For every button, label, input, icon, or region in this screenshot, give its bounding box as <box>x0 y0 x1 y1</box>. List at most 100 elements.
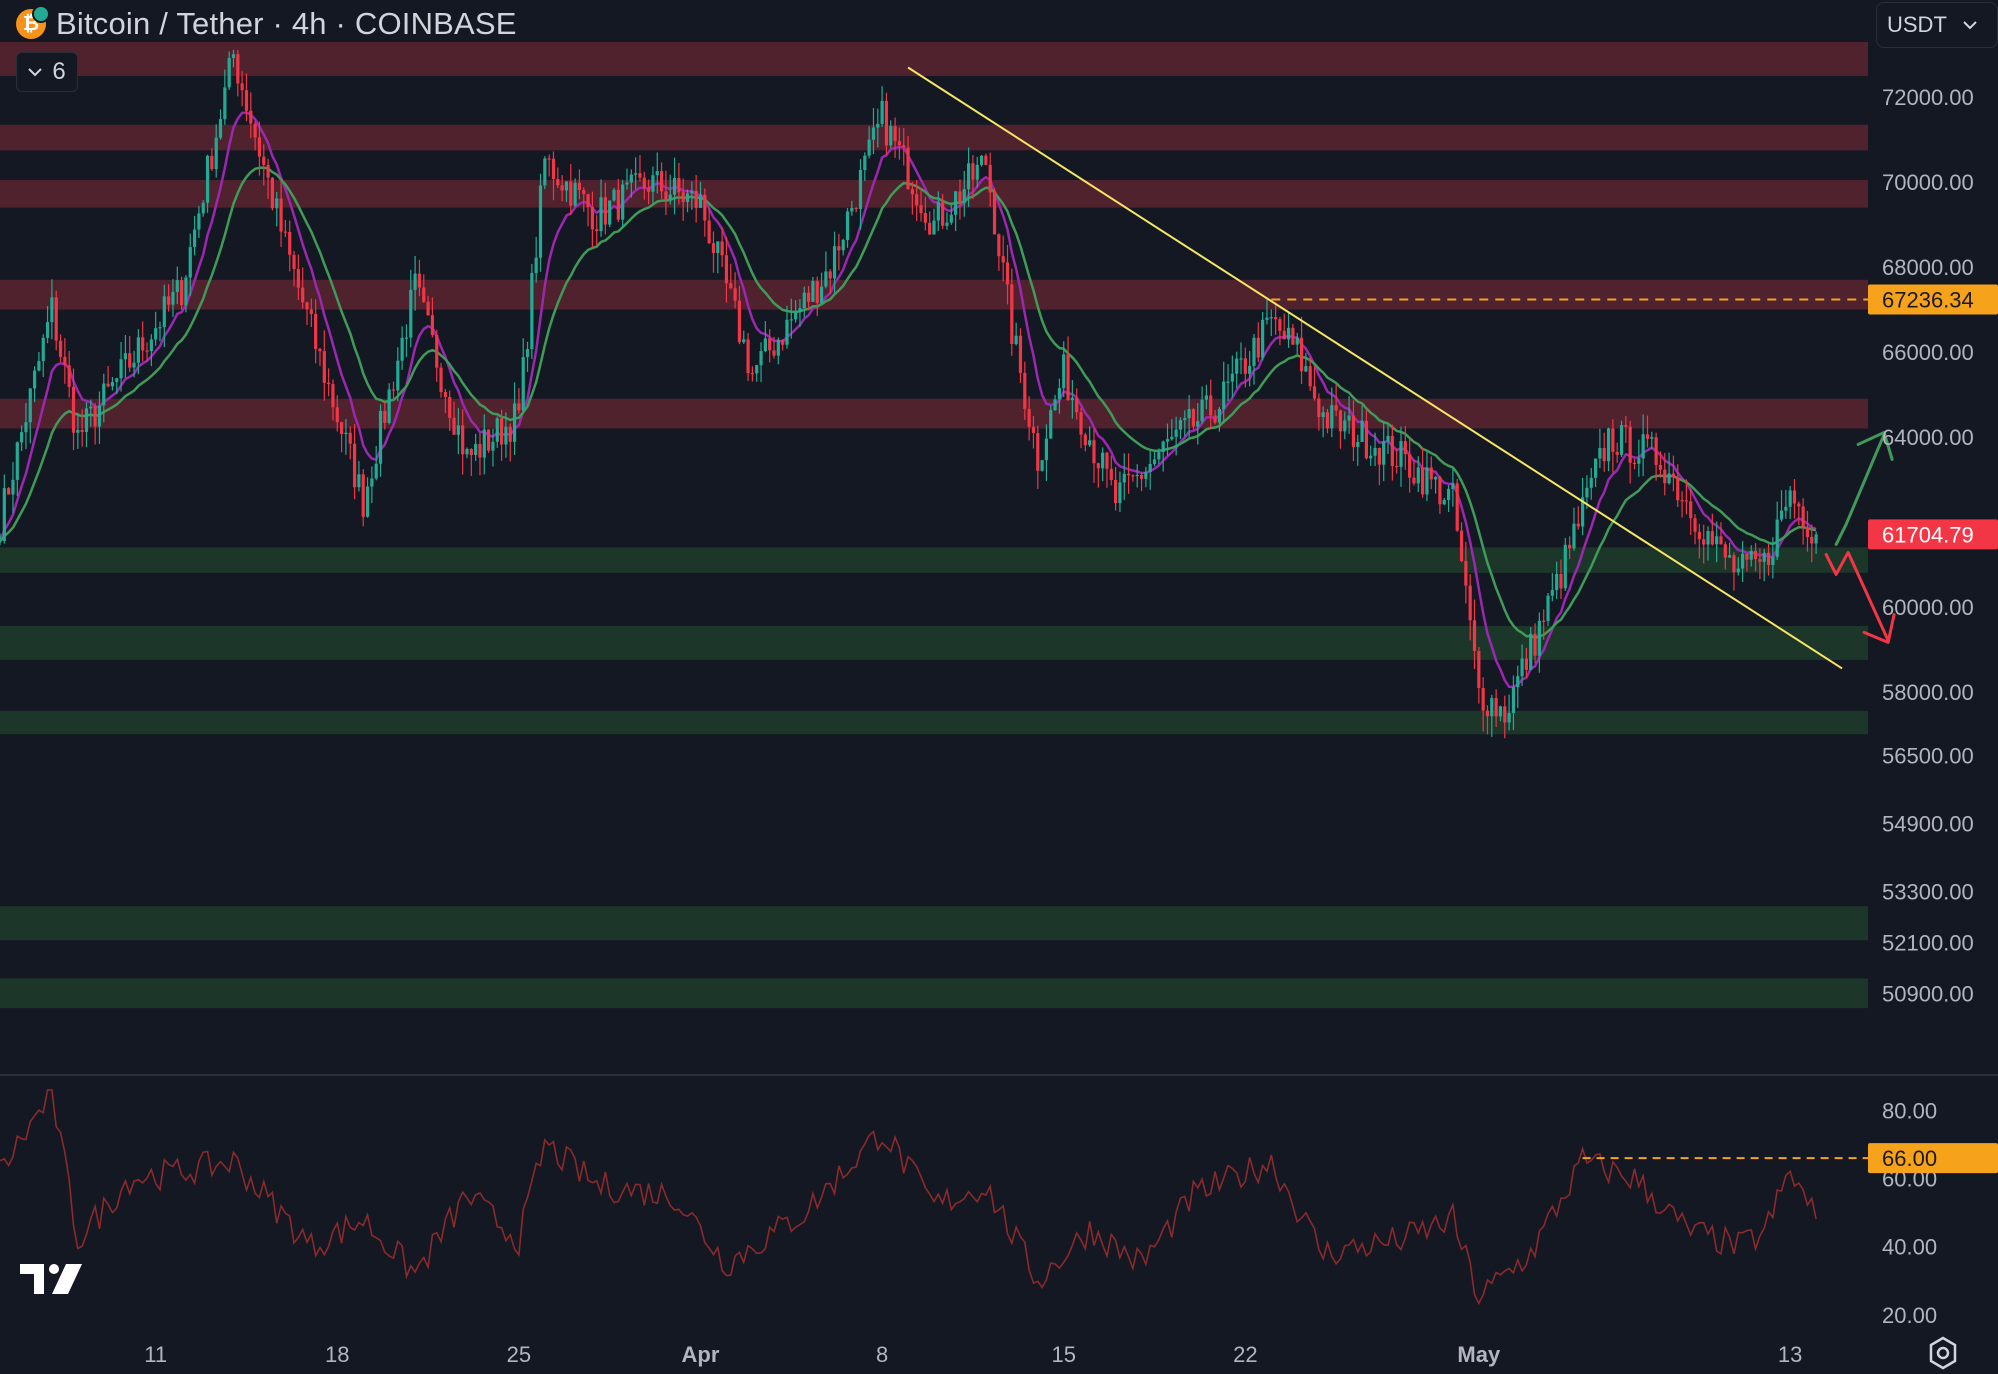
candle-body <box>1265 317 1269 320</box>
tradingview-logo-icon[interactable] <box>20 1264 86 1296</box>
candle-body <box>1286 327 1291 340</box>
price-tick-label: 58000.00 <box>1882 680 1974 705</box>
price-tick-label: 64000.00 <box>1882 425 1974 450</box>
candle-body <box>1096 463 1100 469</box>
resistance-zone <box>0 42 1868 76</box>
candle-body <box>1775 519 1779 557</box>
candle-body <box>1792 490 1797 504</box>
candle-body <box>945 222 949 226</box>
candle-body <box>1386 435 1390 442</box>
candle-body <box>1377 447 1381 465</box>
candle-body <box>677 177 681 193</box>
price-tick-label: 60000.00 <box>1882 595 1974 620</box>
resistance-zone <box>0 124 1868 151</box>
candle-body <box>1477 650 1481 689</box>
candle-body <box>1083 434 1087 446</box>
candle-body <box>1619 425 1624 455</box>
candle-body <box>655 171 659 176</box>
time-axis[interactable]: 11 18 25 Apr 8 15 22 May 13 <box>144 1342 1802 1367</box>
rsi-level-tag: 66.00 <box>1882 1146 1937 1171</box>
candle-body <box>1070 397 1074 401</box>
candle-body <box>1131 475 1135 477</box>
candle-body <box>1650 437 1654 439</box>
candle-body <box>1183 418 1187 421</box>
candle-body <box>651 175 655 192</box>
candle-body <box>521 357 525 411</box>
candle-body <box>1369 455 1373 459</box>
candle-body <box>941 202 945 226</box>
currency-select[interactable]: USDT <box>1876 2 1998 48</box>
candle-body <box>1222 381 1226 409</box>
candle-body <box>1429 467 1433 480</box>
candle-body <box>504 426 508 445</box>
candle-body <box>318 348 322 352</box>
candle-body <box>1269 317 1273 319</box>
candle-body <box>84 408 89 432</box>
candle-body <box>582 190 586 195</box>
candle-body <box>789 319 793 321</box>
candle-body <box>1079 412 1083 435</box>
rsi-tick-label: 20.00 <box>1882 1303 1937 1328</box>
candle-body <box>344 432 348 435</box>
candle-body <box>1446 488 1451 501</box>
candle-body <box>923 213 927 223</box>
candle-body <box>992 192 997 235</box>
symbol-header[interactable]: ₿ Bitcoin / Tether · 4h · COINBASE <box>16 4 517 44</box>
candle-body <box>525 349 530 358</box>
time-tick-label: 25 <box>507 1342 531 1367</box>
indicator-count: 6 <box>52 58 66 85</box>
candle-body <box>413 273 417 290</box>
candle-body <box>1533 633 1537 656</box>
candle-body <box>949 214 953 223</box>
candle-body <box>672 177 677 195</box>
candle-body <box>1139 474 1144 479</box>
candle-body <box>1066 354 1070 401</box>
candle-body <box>1736 568 1740 573</box>
candle-body <box>543 158 547 186</box>
candle-body <box>439 367 443 392</box>
candle-body <box>590 206 594 230</box>
price-axis[interactable]: 72000.00 70000.00 68000.00 66000.00 64000.00… <box>1868 85 1998 1328</box>
candle-body <box>1632 462 1637 464</box>
candle-body <box>1421 467 1425 495</box>
rsi-level-tag-background <box>1868 1143 1998 1174</box>
candle-body <box>1494 698 1498 717</box>
time-tick-label: 22 <box>1233 1342 1257 1367</box>
candle-body <box>1546 595 1550 622</box>
candle-body <box>798 308 802 312</box>
candle-body <box>1693 518 1697 532</box>
candle-body <box>1645 434 1650 439</box>
candle-body <box>0 540 2 543</box>
support-zone <box>0 625 1868 660</box>
candle-body <box>426 301 430 316</box>
candle-body <box>154 328 158 340</box>
candle-body <box>218 119 223 138</box>
indicator-toggle-button[interactable]: 6 <box>16 52 78 92</box>
candle-body <box>1036 433 1040 471</box>
candle-body <box>685 193 690 202</box>
candle-body <box>997 234 1001 257</box>
candle-body <box>1537 620 1541 656</box>
candle-body <box>517 403 521 411</box>
candle-body <box>1511 687 1516 713</box>
candle-body <box>841 240 845 251</box>
candle-body <box>89 406 93 409</box>
status-dot <box>32 5 50 23</box>
candle-body <box>119 359 123 379</box>
support-zone <box>0 547 1868 573</box>
candle-body <box>785 319 789 345</box>
symbol-title[interactable]: Bitcoin / Tether · 4h · COINBASE <box>56 6 517 41</box>
candle-body <box>733 288 737 301</box>
candle-body <box>231 54 236 58</box>
candle-body <box>45 322 50 338</box>
candle-body <box>1697 531 1701 540</box>
candle-body <box>746 339 750 374</box>
candle-body <box>1308 366 1312 387</box>
candle-body <box>365 486 370 517</box>
settings-gear-icon[interactable] <box>1926 1336 1960 1370</box>
candle-body <box>158 327 162 329</box>
candle-body <box>1719 536 1723 545</box>
candle-body <box>586 194 590 207</box>
candle-body <box>1187 409 1191 419</box>
